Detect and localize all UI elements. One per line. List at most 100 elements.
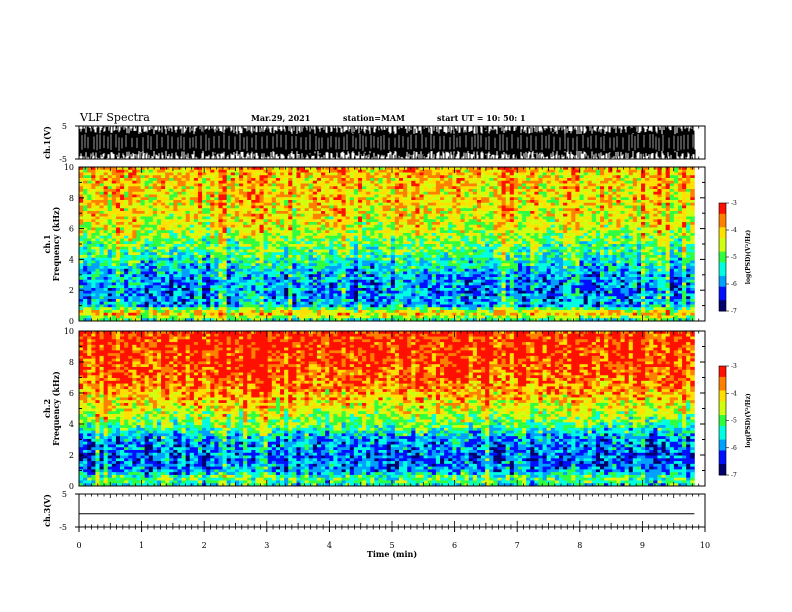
spectrogram-cell [690, 197, 695, 201]
spectrogram-cell [87, 180, 92, 184]
spectrogram-cell [464, 200, 470, 204]
spectrogram-cell [226, 238, 232, 242]
spectrogram-cell [284, 169, 289, 173]
spectrogram-cell [398, 211, 404, 215]
spectrogram-cell [325, 169, 330, 173]
spectrogram-cell [140, 194, 146, 198]
spectrogram-cell [140, 202, 146, 206]
spectrogram-cell [193, 180, 199, 184]
spectrogram-cell [107, 202, 113, 206]
spectrogram-cell [583, 172, 589, 176]
spectrogram-cell [534, 219, 539, 223]
spectrogram-cell [669, 227, 675, 231]
spectrogram-cell [197, 200, 203, 204]
spectrogram-cell [99, 219, 105, 223]
spectrogram-cell [321, 169, 326, 173]
spectrogram-cell [312, 235, 318, 239]
spectrogram-cell [628, 205, 634, 209]
spectrogram-cell [431, 227, 437, 231]
spectrogram-cell [300, 197, 306, 201]
spectrogram-cell [411, 238, 416, 242]
spectrogram-cell [583, 235, 589, 239]
spectrogram-cell [431, 219, 437, 223]
spectrogram-cell [222, 200, 228, 204]
spectrogram-cell [115, 208, 121, 212]
spectrogram-cell [575, 189, 580, 193]
spectrogram-cell [435, 189, 441, 193]
spectrogram-cell [661, 175, 667, 179]
spectrogram-cell [218, 238, 223, 242]
spectrogram-cell [115, 189, 121, 193]
spectrogram-cell [304, 224, 310, 228]
spectrogram-cell [292, 238, 297, 242]
spectrogram-cell [505, 213, 511, 217]
spectrogram-cell [337, 169, 342, 173]
spectrogram-cell [489, 178, 494, 182]
spectrogram-cell [280, 200, 285, 204]
spectrogram-cell [206, 213, 211, 217]
spectrogram-cell [394, 191, 400, 195]
spectrogram-cell [267, 191, 273, 195]
spectrogram-cell [534, 205, 539, 209]
spectrogram-cell [411, 224, 416, 228]
spectrogram-cell [353, 202, 359, 206]
spectrogram-cell [267, 175, 273, 179]
spectrogram-cell [349, 222, 355, 226]
spectrogram-cell [645, 183, 650, 187]
spectrogram-cell [517, 230, 523, 234]
spectrogram-cell [546, 178, 552, 182]
spectrogram-cell [423, 211, 429, 215]
spectrogram-cell [448, 211, 453, 215]
spectrogram-cell [448, 219, 453, 223]
spectrogram-cell [538, 200, 543, 204]
spectrogram-cell [95, 222, 100, 226]
spectrogram-cell [333, 211, 338, 215]
spectrogram-cell [312, 211, 318, 215]
spectrogram-cell [513, 172, 519, 176]
spectrogram-cell [435, 202, 441, 206]
spectrogram-cell [271, 194, 277, 198]
spectrogram-cell [140, 183, 146, 187]
spectrogram-cell [394, 233, 400, 237]
spectrogram-cell [456, 186, 461, 190]
spectrogram-cell [370, 227, 375, 231]
spectrogram-cell [177, 238, 182, 242]
spectrogram-cell [460, 202, 466, 206]
spectrogram-cell [571, 202, 576, 206]
spectrogram-cell [546, 208, 552, 212]
spectrogram-cell [653, 233, 658, 237]
spectrogram-cell [636, 194, 642, 198]
spectrogram-cell [185, 224, 191, 228]
spectrogram-cell [304, 169, 310, 173]
spectrogram-cell [444, 224, 449, 228]
spectrogram-cell [349, 178, 355, 182]
spectrogram-cell [144, 205, 150, 209]
spectrogram-cell [374, 169, 379, 173]
spectrogram-cell [620, 211, 626, 215]
spectrogram-cell [99, 202, 105, 206]
spectrogram-cell [673, 216, 679, 220]
spectrogram-cell [156, 191, 162, 195]
spectrogram-cell [554, 211, 560, 215]
spectrogram-cell [238, 219, 244, 223]
spectrogram-cell [325, 216, 330, 220]
spectrogram-cell [464, 180, 470, 184]
spectrogram-cell [460, 222, 466, 226]
spectrogram-cell [357, 205, 363, 209]
spectrogram-cell [362, 194, 367, 198]
spectrogram-cell [161, 178, 166, 182]
spectrogram-cell [628, 169, 634, 173]
spectrogram-cell [247, 194, 252, 198]
spectrogram-cell [263, 191, 269, 195]
spectrogram-cell [111, 172, 117, 176]
spectrogram-cell [341, 205, 347, 209]
spectrogram-cell [476, 169, 482, 173]
spectrogram-cell [394, 172, 400, 176]
spectrogram-cell [398, 208, 404, 212]
spectrogram-cell [140, 233, 146, 237]
spectrogram-cell [95, 200, 100, 204]
spectrogram-cell [243, 202, 248, 206]
spectrogram-cell [624, 222, 630, 226]
spectrogram-cell [505, 219, 511, 223]
spectrogram-cell [382, 194, 388, 198]
